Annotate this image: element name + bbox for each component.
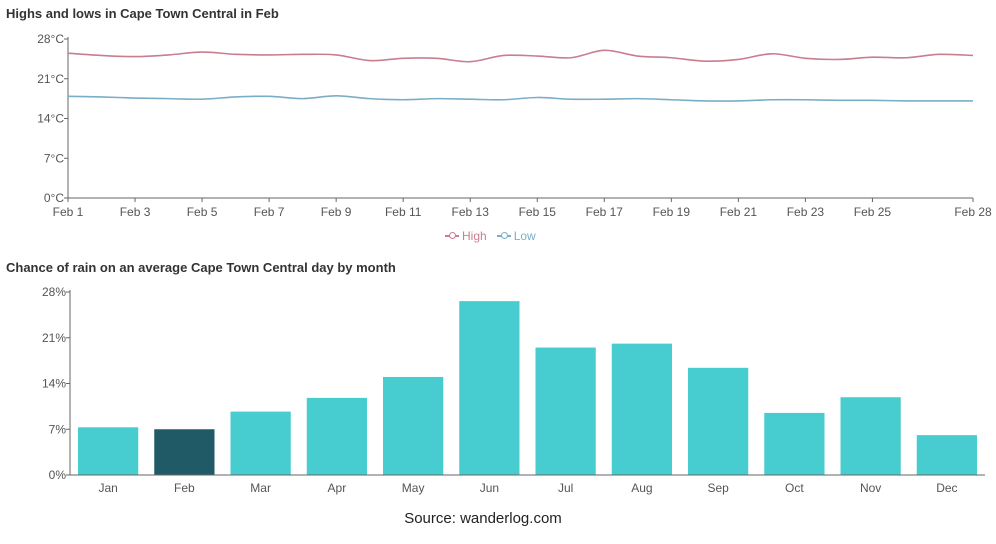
legend-high[interactable]: High [445, 229, 487, 243]
x-tick-label-temp: Feb 28 [954, 205, 992, 219]
y-tick-label-rain: 0% [49, 468, 67, 482]
low-series-marker-icon [496, 231, 511, 241]
bar-jun [459, 301, 520, 475]
x-tick-label-oct: Oct [785, 481, 804, 495]
source-caption: Source: wanderlog.com [404, 510, 562, 527]
y-tick-label-rain: 21% [42, 331, 66, 345]
bar-aug [611, 343, 672, 475]
x-tick-label-temp: Feb 13 [452, 205, 490, 219]
y-tick-label-temp: 7°C [44, 151, 64, 165]
x-tick-label-temp: Feb 11 [385, 205, 422, 219]
bar-oct [764, 412, 825, 475]
x-tick-label-temp: Feb 3 [120, 205, 151, 219]
x-tick-label-temp: Feb 19 [653, 205, 691, 219]
legend-low-label: Low [513, 229, 536, 243]
x-tick-label-may: May [402, 481, 425, 495]
x-tick-label-mar: Mar [250, 481, 271, 495]
x-tick-label-jan: Jan [98, 481, 117, 495]
temperature-legend: High Low [445, 229, 536, 243]
y-tick-label-temp: 14°C [37, 112, 64, 126]
x-tick-label-jul: Jul [558, 481, 573, 495]
x-tick-label-temp: Feb 5 [187, 205, 218, 219]
y-tick-label-temp: 0°C [44, 191, 64, 205]
x-tick-label-jun: Jun [480, 481, 499, 495]
bar-may [383, 376, 444, 475]
x-tick-label-temp: Feb 9 [321, 205, 352, 219]
x-tick-label-temp: Feb 23 [787, 205, 825, 219]
bar-sep [688, 367, 749, 475]
bar-nov [840, 397, 901, 475]
bar-feb [154, 429, 215, 475]
y-tick-label-rain: 7% [49, 422, 67, 436]
rain-chart-title: Chance of rain on an average Cape Town C… [6, 260, 396, 275]
x-tick-label-dec: Dec [936, 481, 957, 495]
bar-jan [78, 427, 139, 475]
x-tick-label-temp: Feb 21 [720, 205, 758, 219]
x-tick-label-temp: Feb 17 [586, 205, 624, 219]
legend-low[interactable]: Low [496, 229, 536, 243]
bar-mar [230, 411, 291, 475]
x-tick-label-temp: Feb 25 [854, 205, 892, 219]
y-tick-label-temp: 28°C [37, 32, 64, 46]
x-tick-label-aug: Aug [631, 481, 652, 495]
bar-jul [535, 347, 596, 475]
legend-high-label: High [462, 229, 487, 243]
x-tick-label-temp: Feb 1 [53, 205, 84, 219]
high-series-marker-icon [445, 231, 459, 241]
bar-apr [306, 397, 367, 475]
x-tick-label-feb: Feb [174, 481, 195, 495]
y-tick-label-temp: 21°C [37, 72, 64, 86]
temperature-chart-title: Highs and lows in Cape Town Central in F… [6, 6, 279, 21]
bar-dec [916, 435, 977, 475]
high-series-line [67, 49, 974, 63]
y-tick-label-rain: 28% [42, 285, 66, 299]
x-tick-label-temp: Feb 7 [254, 205, 285, 219]
y-tick-label-rain: 14% [42, 377, 66, 391]
x-tick-label-temp: Feb 15 [519, 205, 557, 219]
low-series-line [67, 94, 973, 102]
x-tick-label-apr: Apr [328, 481, 347, 495]
x-tick-label-sep: Sep [707, 481, 729, 495]
x-tick-label-nov: Nov [860, 481, 881, 495]
